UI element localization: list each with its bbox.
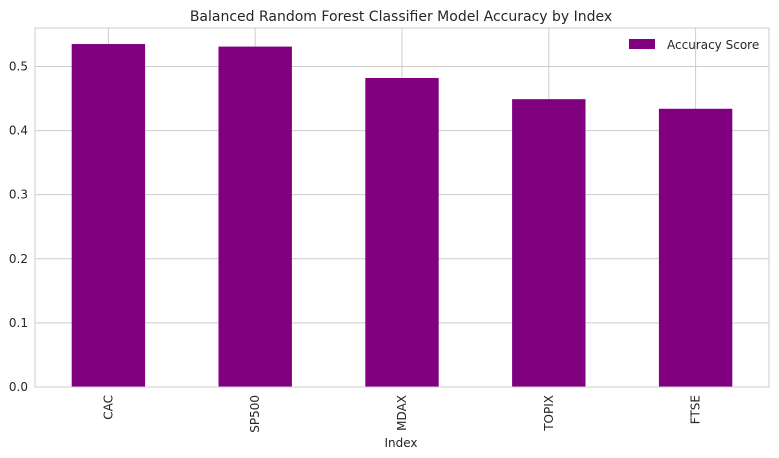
- legend-swatch: [629, 39, 655, 49]
- x-axis-label: Index: [384, 436, 417, 450]
- bar-mdax: [365, 78, 439, 387]
- x-tick-label: CAC: [101, 395, 115, 420]
- bar-ftse: [658, 108, 733, 388]
- legend-label: Accuracy Score: [667, 38, 759, 52]
- plot-frame: [34, 27, 770, 388]
- bar-topix: [512, 99, 586, 387]
- legend: Accuracy Score: [629, 38, 759, 52]
- y-tick-label: 0.3: [9, 188, 28, 202]
- x-tick-label: TOPIX: [542, 395, 556, 432]
- y-axis-ticks: 0.0 0.1 0.2 0.3 0.4 0.5: [9, 59, 28, 394]
- bar-sp500: [218, 46, 292, 388]
- x-tick-label: SP500: [248, 395, 262, 433]
- x-tick-label: MDAX: [395, 395, 409, 431]
- y-tick-label: 0.4: [9, 124, 28, 138]
- x-axis-ticks: CAC SP500 MDAX TOPIX FTSE: [101, 395, 702, 433]
- y-tick-label: 0.5: [9, 59, 28, 73]
- x-tick-label: FTSE: [689, 395, 703, 424]
- bar-series: [71, 44, 733, 388]
- chart-title: Balanced Random Forest Classifier Model …: [190, 9, 612, 25]
- bar-cac: [71, 44, 146, 387]
- y-tick-label: 0.2: [9, 252, 28, 266]
- y-tick-label: 0.1: [9, 316, 28, 330]
- y-tick-label: 0.0: [9, 380, 28, 394]
